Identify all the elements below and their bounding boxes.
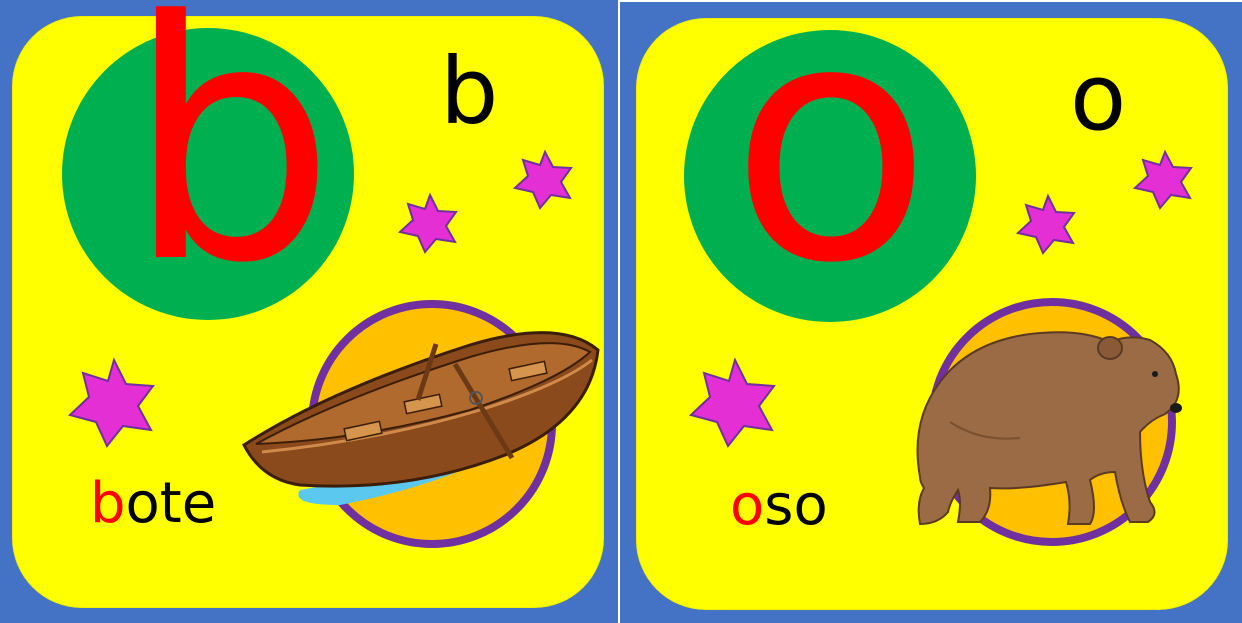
star-icon <box>689 357 776 448</box>
big-letter: o <box>730 0 932 335</box>
word-label: oso <box>730 478 828 534</box>
word-rest: ote <box>125 471 217 536</box>
star-icon <box>512 149 573 210</box>
small-letter: o <box>1070 44 1127 151</box>
panel-divider <box>618 0 620 623</box>
small-letter: b <box>440 38 499 145</box>
green-disc <box>684 30 976 322</box>
word-first-letter: b <box>90 471 126 536</box>
card-decorations <box>689 149 1193 546</box>
green-disc <box>62 28 354 320</box>
flashcard-o: o o oso <box>620 0 1242 623</box>
boat-icon <box>242 331 600 488</box>
star-icon <box>68 357 155 448</box>
word-rest: so <box>764 473 828 538</box>
star-icon <box>397 192 458 254</box>
star-icon <box>1015 193 1076 255</box>
word-label: bote <box>90 476 216 532</box>
big-letter: b <box>126 0 336 335</box>
word-first-letter: o <box>730 473 765 538</box>
card-decorations <box>68 149 600 548</box>
flashcard-b: b b <box>0 0 618 623</box>
star-icon <box>1132 149 1193 210</box>
bear-icon <box>916 331 1182 526</box>
